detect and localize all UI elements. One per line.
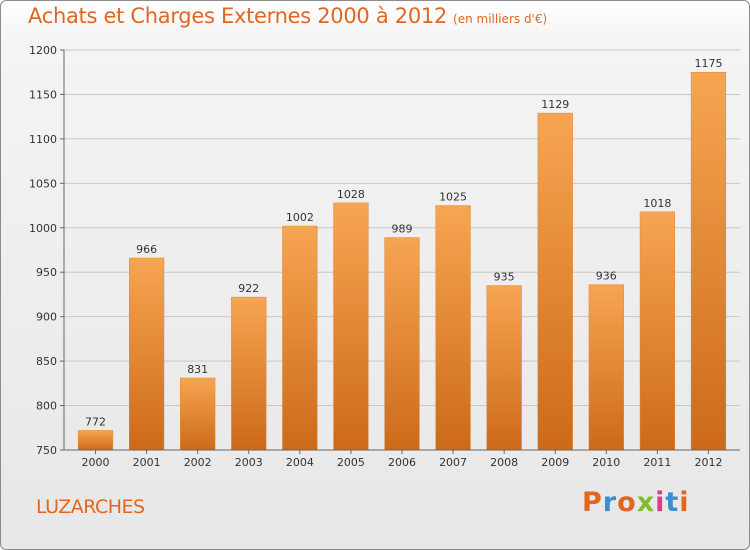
x-tick-label: 2012 [694, 456, 722, 469]
x-tick-label: 2004 [286, 456, 314, 469]
x-tick-label: 2010 [592, 456, 620, 469]
bar [537, 112, 573, 451]
bar-value-label: 1028 [337, 188, 365, 201]
bar-value-label: 922 [238, 282, 259, 295]
bar-value-label: 1129 [541, 98, 569, 111]
bar-value-label: 772 [85, 415, 106, 428]
bar [639, 211, 676, 451]
chart-subtitle: (en milliers d'€) [453, 12, 548, 26]
y-tick-label: 1000 [29, 222, 57, 235]
x-tick-label: 2002 [184, 456, 212, 469]
bar [282, 225, 318, 451]
y-tick-label: 1100 [29, 133, 57, 146]
x-tick-label: 2006 [388, 456, 416, 469]
bar [384, 237, 420, 451]
bar-value-label: 831 [187, 363, 208, 376]
bar-value-label: 936 [596, 270, 617, 283]
x-tick-label: 2007 [439, 456, 467, 469]
x-tick-label: 2011 [643, 456, 671, 469]
x-tick-label: 2000 [82, 456, 110, 469]
title-text: Achats et Charges Externes 2000 à 2012 [28, 4, 448, 28]
x-tick-label: 2003 [235, 456, 263, 469]
bar-value-label: 1018 [643, 197, 671, 210]
bar [128, 257, 165, 451]
bar-value-label: 966 [136, 243, 157, 256]
logo-letter: i [655, 487, 666, 518]
bar [486, 285, 522, 451]
logo-letter: P [582, 487, 603, 518]
bar-value-label: 989 [392, 223, 413, 236]
x-tick-label: 2009 [541, 456, 569, 469]
bar [231, 296, 267, 451]
y-tick-label: 1150 [29, 88, 57, 101]
y-tick-label: 850 [36, 355, 57, 368]
bar-value-label: 1175 [694, 57, 722, 70]
bar [588, 284, 624, 451]
x-tick-label: 2005 [337, 456, 365, 469]
y-tick-label: 800 [36, 400, 57, 413]
y-tick-label: 750 [36, 444, 57, 457]
x-tick-label: 2001 [133, 456, 161, 469]
logo-letter: r [602, 487, 618, 518]
bar [435, 205, 471, 451]
bar [333, 202, 369, 451]
bars: 772 966 831 922 1002 1028 989 1025 935 1129 936 101… [77, 57, 727, 451]
y-tick-label: 1200 [29, 44, 57, 57]
logo-letter: i [679, 487, 690, 518]
logo-letter: x [636, 487, 656, 518]
logo-letter: o [617, 487, 637, 518]
proxiti-logo: Proxiti [582, 487, 690, 518]
y-tick-label: 900 [36, 311, 57, 324]
bar-value-label: 1025 [439, 191, 467, 204]
commune-name: LUZARCHES [36, 496, 145, 518]
chart-title: Achats et Charges Externes 2000 à 2012 (e… [28, 4, 547, 28]
bar-value-label: 1002 [286, 211, 314, 224]
x-tick-label: 2008 [490, 456, 518, 469]
bar [180, 377, 216, 451]
bar [690, 71, 727, 451]
bar [77, 430, 114, 451]
y-tick-label: 950 [36, 266, 57, 279]
logo-letter: t [665, 487, 680, 518]
bar-value-label: 935 [494, 271, 515, 284]
y-tick-label: 1050 [29, 177, 57, 190]
axes: 750 800 850 900 950 1000 1050 1100 1150 1200 2000 2… [29, 44, 740, 469]
